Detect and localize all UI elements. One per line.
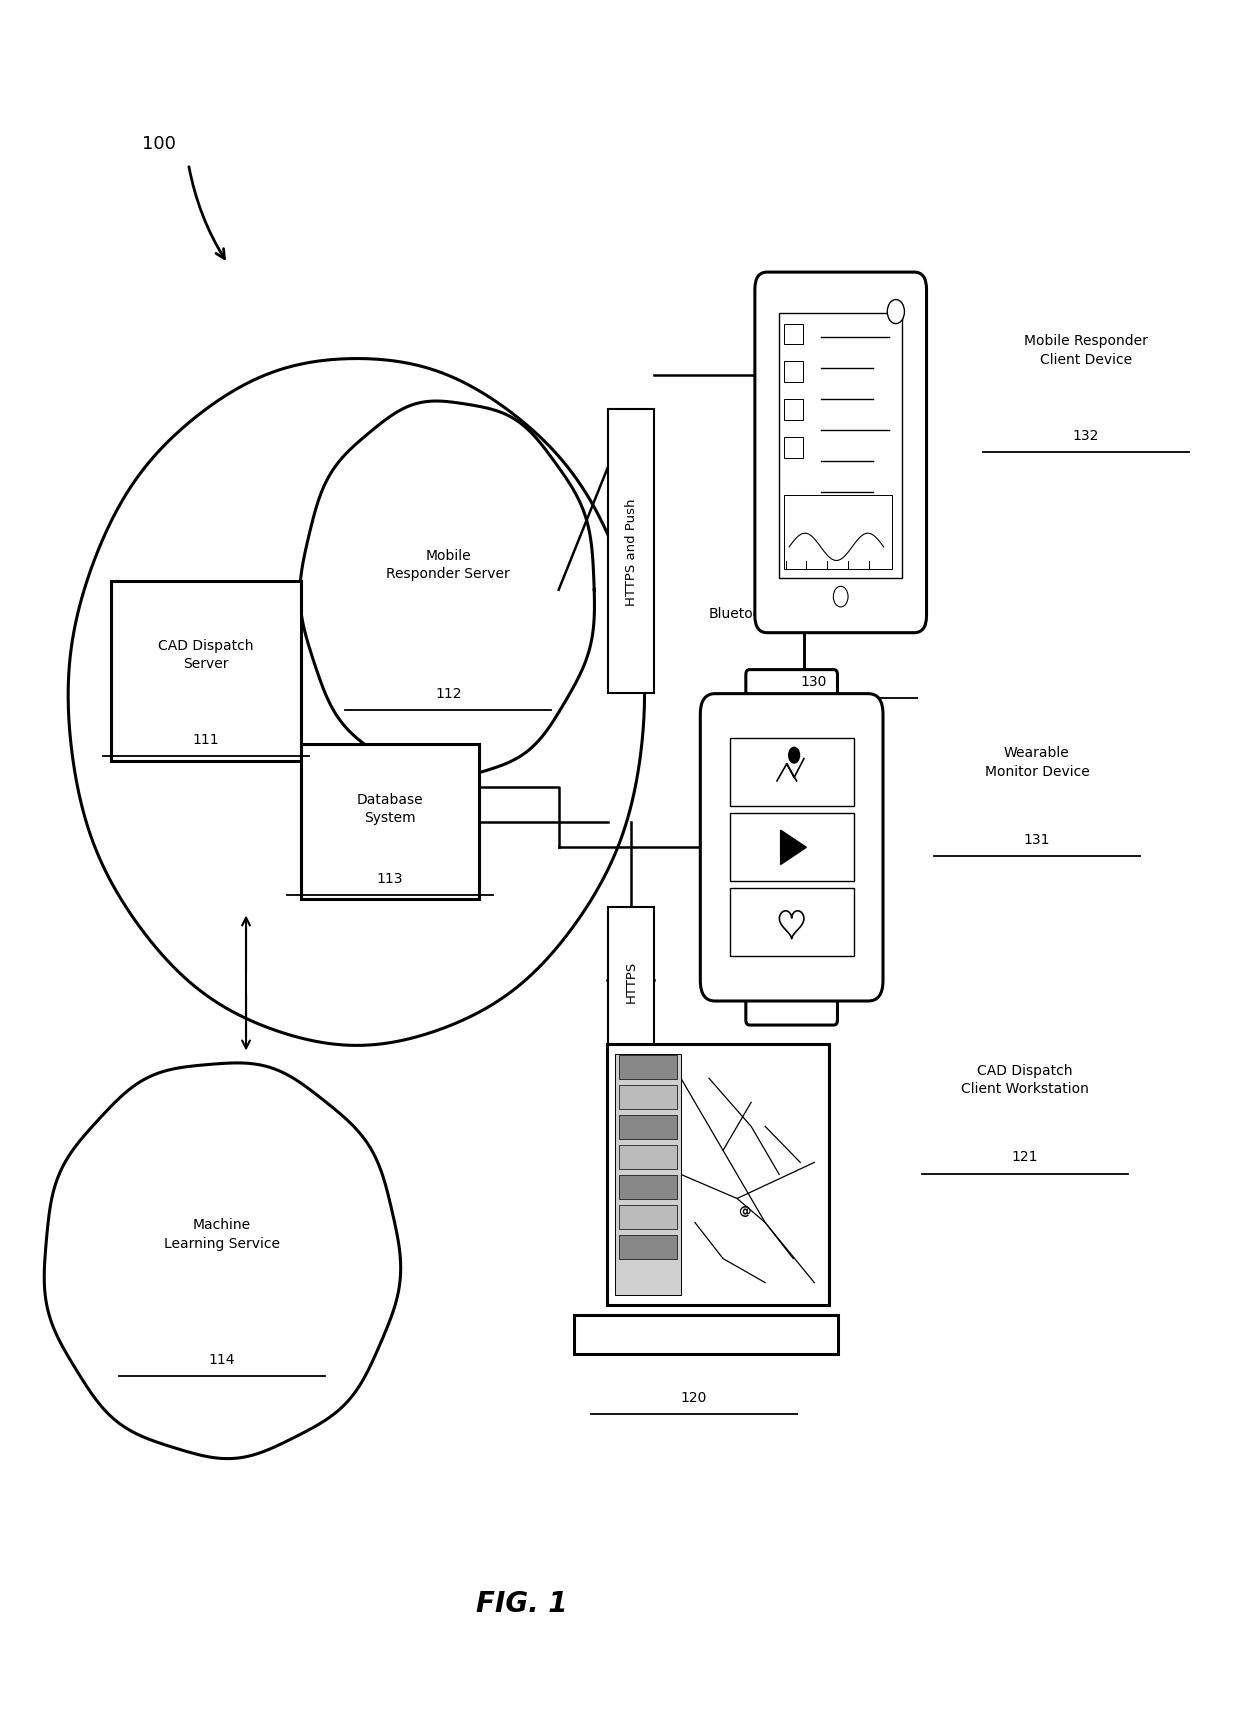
Text: Mobile
Responder Server: Mobile Responder Server <box>387 548 510 581</box>
Text: 112: 112 <box>435 687 461 701</box>
FancyBboxPatch shape <box>619 1116 677 1140</box>
Text: 114: 114 <box>208 1353 234 1367</box>
Text: Bluetooth: Bluetooth <box>709 606 776 619</box>
Text: Database
System: Database System <box>357 792 423 825</box>
FancyBboxPatch shape <box>619 1235 677 1259</box>
FancyBboxPatch shape <box>745 967 837 1026</box>
Text: 130: 130 <box>801 675 827 689</box>
Polygon shape <box>45 1064 401 1458</box>
FancyBboxPatch shape <box>755 273 926 633</box>
FancyBboxPatch shape <box>784 438 802 458</box>
FancyBboxPatch shape <box>729 813 853 882</box>
Text: CAD Dispatch
Client Workstation: CAD Dispatch Client Workstation <box>961 1064 1089 1095</box>
FancyBboxPatch shape <box>619 1085 677 1109</box>
Text: 100: 100 <box>141 135 176 154</box>
FancyBboxPatch shape <box>112 581 301 761</box>
FancyBboxPatch shape <box>608 1045 828 1304</box>
Text: 111: 111 <box>193 734 219 747</box>
Circle shape <box>888 301 904 325</box>
FancyBboxPatch shape <box>574 1315 838 1355</box>
Text: 113: 113 <box>377 872 403 886</box>
Text: 132: 132 <box>1073 429 1099 443</box>
Text: Wearable
Monitor Device: Wearable Monitor Device <box>985 746 1089 778</box>
FancyBboxPatch shape <box>745 670 837 728</box>
Polygon shape <box>68 360 645 1045</box>
Circle shape <box>787 747 800 765</box>
FancyBboxPatch shape <box>619 1145 677 1169</box>
Text: Machine
Learning Service: Machine Learning Service <box>164 1218 279 1251</box>
FancyBboxPatch shape <box>784 497 893 569</box>
FancyBboxPatch shape <box>701 694 883 1002</box>
Text: 120: 120 <box>681 1389 707 1405</box>
FancyBboxPatch shape <box>301 746 479 900</box>
FancyBboxPatch shape <box>615 1055 681 1294</box>
FancyBboxPatch shape <box>729 889 853 957</box>
FancyBboxPatch shape <box>608 410 655 694</box>
Text: 131: 131 <box>1024 832 1050 846</box>
FancyBboxPatch shape <box>619 1206 677 1230</box>
Text: FIG. 1: FIG. 1 <box>476 1588 568 1618</box>
Polygon shape <box>300 401 594 780</box>
Text: @: @ <box>738 1204 750 1218</box>
Text: HTTPS: HTTPS <box>625 960 637 1002</box>
Text: Mobile Responder
Client Device: Mobile Responder Client Device <box>1024 334 1148 367</box>
FancyBboxPatch shape <box>784 362 802 382</box>
FancyBboxPatch shape <box>619 1055 677 1080</box>
FancyBboxPatch shape <box>729 739 853 806</box>
FancyBboxPatch shape <box>780 315 901 578</box>
Polygon shape <box>781 830 806 865</box>
FancyBboxPatch shape <box>619 1176 677 1199</box>
Circle shape <box>833 586 848 607</box>
Text: 121: 121 <box>1012 1150 1038 1164</box>
FancyBboxPatch shape <box>608 908 655 1054</box>
Text: HTTPS and Push: HTTPS and Push <box>625 498 637 606</box>
Text: CAD Dispatch
Server: CAD Dispatch Server <box>159 638 254 671</box>
FancyBboxPatch shape <box>784 400 802 420</box>
FancyBboxPatch shape <box>784 325 802 344</box>
